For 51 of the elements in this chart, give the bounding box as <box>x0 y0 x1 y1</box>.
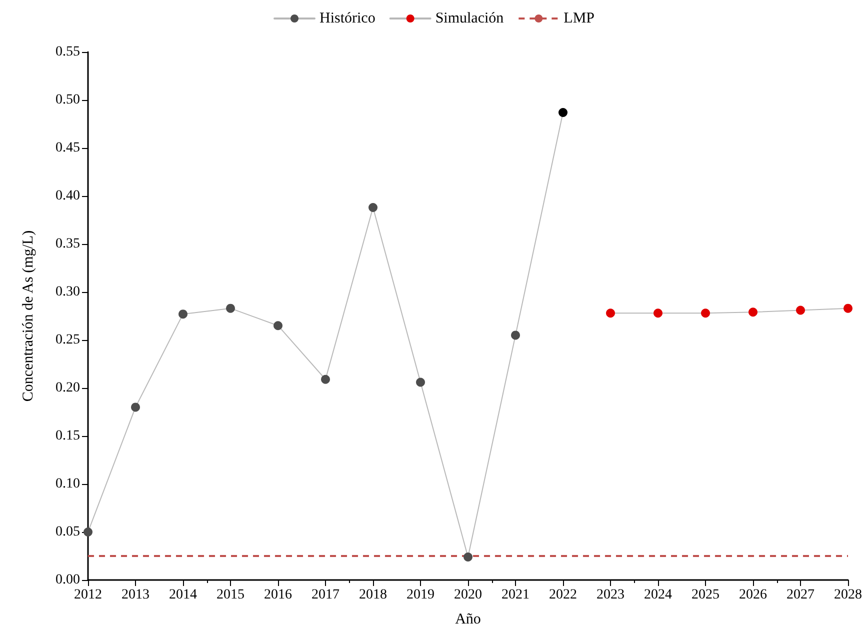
point <box>178 310 188 319</box>
y-tick-label: 0.10 <box>56 476 80 492</box>
y-tick-label: 0.35 <box>56 236 80 252</box>
x-tick-label: 2012 <box>74 588 102 602</box>
y-tick-label: 0.25 <box>56 332 80 348</box>
x-tick-label: 2016 <box>264 588 292 602</box>
x-tick-label: 2024 <box>644 588 672 602</box>
point <box>748 308 758 317</box>
point <box>511 330 520 340</box>
point <box>464 552 472 562</box>
point <box>84 528 92 536</box>
point <box>131 402 140 412</box>
x-tick-label: 2026 <box>739 588 767 602</box>
point <box>416 378 425 387</box>
y-tick-label: 0.30 <box>56 284 80 300</box>
point <box>274 321 282 330</box>
point <box>654 308 662 318</box>
point <box>558 108 568 117</box>
x-tick-label: 2020 <box>454 588 482 602</box>
point <box>321 374 330 384</box>
x-tick-label: 2021 <box>502 588 530 602</box>
legend-label: Histórico <box>320 10 376 26</box>
x-tick-label: 2023 <box>596 588 624 602</box>
legend-label: LMP <box>564 10 594 26</box>
y-tick-label: 0.15 <box>56 428 80 444</box>
y-tick-label: 0.50 <box>56 92 80 108</box>
x-tick-label: 2013 <box>122 588 150 602</box>
x-axis-title: Año <box>455 612 481 628</box>
legend-label: Simulación <box>435 10 504 26</box>
y-axis-title: Concentración de As (mg/L) <box>20 230 36 402</box>
x-tick-label: 2028 <box>834 588 862 602</box>
y-tick-label: 0.55 <box>56 44 80 60</box>
y-tick-label: 0.20 <box>56 380 80 396</box>
y-tick-label: 0.40 <box>56 188 80 204</box>
point <box>844 304 852 313</box>
y-tick-label: 0.00 <box>56 572 80 588</box>
x-tick-label: 2019 <box>406 588 434 602</box>
point <box>226 304 235 313</box>
x-tick-label: 2018 <box>359 588 387 602</box>
x-tick-label: 2027 <box>786 588 814 602</box>
point <box>796 306 805 315</box>
x-tick-label: 2014 <box>169 588 197 602</box>
point <box>606 308 615 318</box>
x-tick-label: 2025 <box>692 588 720 602</box>
x-tick-label: 2015 <box>216 588 244 602</box>
x-tick-label: 2022 <box>549 588 577 602</box>
point <box>368 203 378 212</box>
y-tick-label: 0.05 <box>56 524 80 540</box>
point <box>701 308 710 318</box>
y-tick-label: 0.45 <box>56 140 80 156</box>
x-tick-label: 2017 <box>312 588 340 602</box>
